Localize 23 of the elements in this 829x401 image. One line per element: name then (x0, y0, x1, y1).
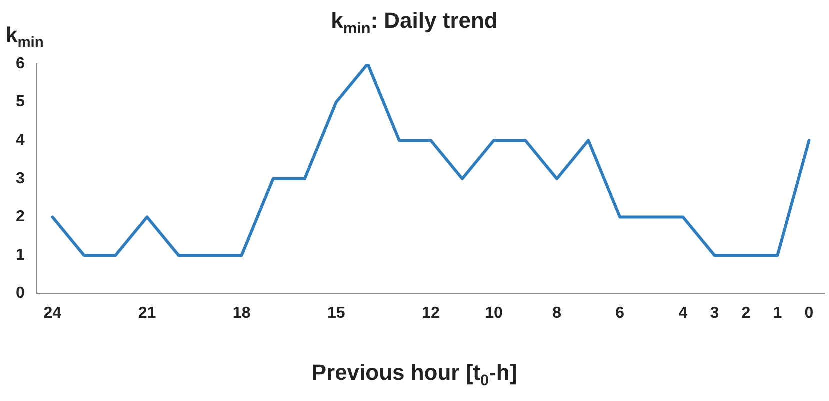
x-tick-label: 21 (138, 304, 156, 322)
x-axis-title: Previous hour [t$_{0}$-h] (310, 360, 518, 390)
x-tick-label: 2 (742, 304, 751, 322)
y-tick-label: 6 (16, 55, 25, 72)
y-tick-label: 1 (16, 246, 25, 264)
y-tick-label: 0 (16, 285, 25, 302)
x-tick-label: 0 (804, 304, 814, 322)
x-tick-label: 3 (710, 304, 720, 322)
x-tick-label: 8 (552, 304, 562, 322)
x-tick-label: 1 (773, 304, 782, 322)
x-tick-label: 4 (678, 304, 688, 322)
x-tick-label: 10 (485, 304, 503, 322)
chart-title: k$_{min}$: Daily trend (331, 8, 498, 38)
y-tick-label: 4 (16, 132, 25, 150)
y-tick-label: 3 (16, 170, 25, 188)
x-tick-label: 18 (232, 304, 251, 322)
x-tick-label: 6 (616, 304, 625, 322)
y-axis-title: k$_{min}$ (6, 24, 44, 52)
y-tick-label: 5 (16, 94, 25, 111)
y-tick-label: 2 (16, 208, 25, 226)
x-tick-label: 24 (44, 304, 62, 322)
x-tick-label: 12 (422, 304, 440, 322)
x-tick-label: 15 (327, 304, 346, 322)
